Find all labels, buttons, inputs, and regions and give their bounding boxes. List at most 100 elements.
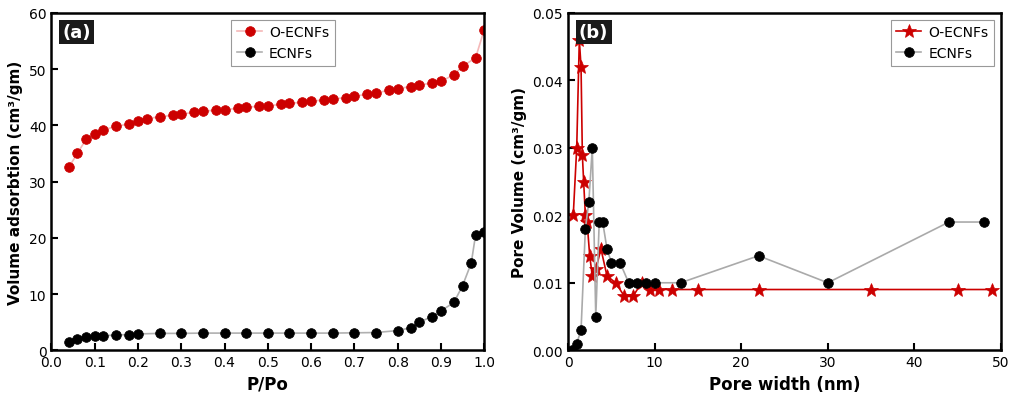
ECNFs [566, 348, 578, 353]
O-ECNFs [231, 107, 243, 111]
ECNFs [283, 331, 295, 336]
ECNFs [601, 247, 613, 252]
O-ECNFs [167, 113, 179, 118]
ECNFs [219, 331, 231, 336]
O-ECNFs [210, 108, 222, 113]
Legend: O-ECNFs, ECNFs: O-ECNFs, ECNFs [891, 21, 994, 67]
O-ECNFs [986, 288, 999, 292]
ECNFs [589, 314, 602, 319]
ECNFs [240, 331, 252, 336]
O-ECNFs [579, 213, 591, 218]
ECNFs [348, 330, 360, 335]
O-ECNFs [188, 111, 201, 115]
ECNFs [89, 334, 101, 339]
X-axis label: Pore width (nm): Pore width (nm) [709, 375, 860, 393]
Line: ECNFs: ECNFs [567, 144, 988, 355]
O-ECNFs [586, 274, 599, 279]
O-ECNFs [435, 80, 447, 85]
Line: O-ECNFs: O-ECNFs [64, 26, 489, 173]
ECNFs [614, 261, 626, 265]
O-ECNFs [275, 103, 287, 107]
O-ECNFs [653, 288, 665, 292]
O-ECNFs [571, 146, 583, 151]
O-ECNFs [79, 138, 92, 142]
Line: O-ECNFs: O-ECNFs [566, 34, 1000, 304]
Y-axis label: Pore Volume (cm³/gm): Pore Volume (cm³/gm) [512, 87, 527, 277]
O-ECNFs [589, 267, 602, 272]
O-ECNFs [318, 98, 330, 103]
O-ECNFs [219, 108, 231, 113]
O-ECNFs [601, 274, 613, 279]
Text: (b): (b) [579, 24, 609, 42]
O-ECNFs [865, 288, 878, 292]
O-ECNFs [361, 93, 374, 97]
ECNFs [71, 337, 83, 342]
O-ECNFs [392, 87, 404, 92]
O-ECNFs [123, 122, 135, 127]
O-ECNFs [448, 73, 460, 78]
ECNFs [579, 227, 591, 232]
O-ECNFs [583, 254, 596, 259]
ECNFs [435, 309, 447, 314]
ECNFs [606, 261, 618, 265]
ECNFs [752, 254, 765, 259]
O-ECNFs [478, 28, 491, 33]
Line: ECNFs: ECNFs [64, 228, 489, 347]
O-ECNFs [666, 288, 678, 292]
ECNFs [79, 335, 92, 340]
O-ECNFs [348, 94, 360, 99]
O-ECNFs [404, 85, 416, 90]
ECNFs [593, 220, 606, 225]
O-ECNFs [952, 288, 964, 292]
O-ECNFs [413, 83, 426, 88]
O-ECNFs [610, 281, 622, 286]
O-ECNFs [576, 153, 588, 158]
O-ECNFs [752, 288, 765, 292]
ECNFs [262, 331, 274, 336]
ECNFs [110, 333, 122, 338]
ECNFs [413, 320, 426, 325]
ECNFs [97, 333, 109, 338]
O-ECNFs [175, 112, 187, 117]
ECNFs [370, 330, 382, 335]
O-ECNFs [132, 119, 145, 124]
ECNFs [822, 281, 834, 286]
ECNFs [675, 281, 687, 286]
ECNFs [977, 220, 989, 225]
ECNFs [586, 146, 599, 151]
ECNFs [478, 230, 491, 235]
O-ECNFs [567, 213, 579, 218]
O-ECNFs [618, 294, 630, 299]
ECNFs [623, 281, 635, 286]
O-ECNFs [97, 128, 109, 133]
ECNFs [465, 261, 477, 266]
ECNFs [448, 300, 460, 305]
O-ECNFs [456, 65, 468, 69]
O-ECNFs [644, 288, 657, 292]
Legend: O-ECNFs, ECNFs: O-ECNFs, ECNFs [231, 21, 335, 67]
ECNFs [404, 326, 416, 330]
ECNFs [427, 314, 439, 319]
O-ECNFs [283, 102, 295, 107]
O-ECNFs [305, 99, 318, 104]
O-ECNFs [573, 38, 585, 43]
X-axis label: P/Po: P/Po [246, 375, 289, 393]
O-ECNFs [635, 281, 647, 286]
O-ECNFs [296, 101, 308, 105]
ECNFs [631, 281, 643, 286]
ECNFs [305, 331, 318, 336]
O-ECNFs [71, 152, 83, 156]
O-ECNFs [240, 105, 252, 110]
ECNFs [456, 284, 468, 288]
O-ECNFs [469, 56, 482, 61]
O-ECNFs [692, 288, 704, 292]
ECNFs [597, 220, 609, 225]
ECNFs [154, 331, 166, 336]
O-ECNFs [581, 220, 593, 225]
O-ECNFs [89, 132, 101, 137]
ECNFs [575, 328, 587, 332]
O-ECNFs [327, 97, 339, 102]
O-ECNFs [140, 117, 153, 122]
ECNFs [132, 332, 145, 336]
O-ECNFs [383, 89, 395, 93]
